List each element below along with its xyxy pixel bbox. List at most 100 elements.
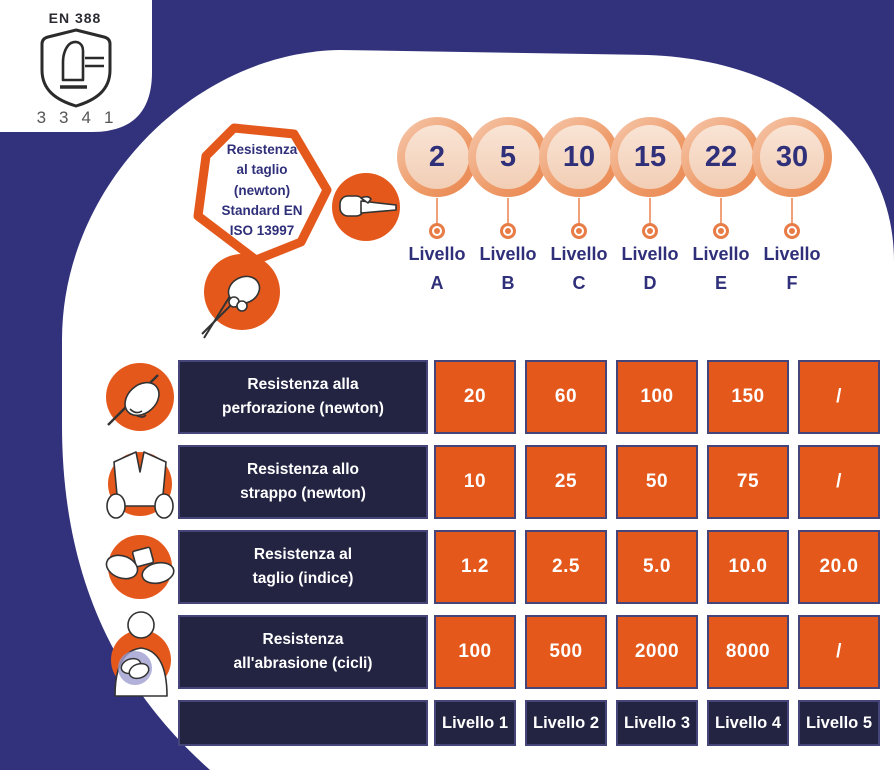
en388-standard-label: EN 388 [48,10,102,26]
level-dot [784,223,800,239]
value-cell: 150 [707,360,789,434]
table-row-label-perforation: Resistenza alla perforazione (newton) [178,360,428,434]
level-dot [713,223,729,239]
value-cell: / [798,445,880,519]
level-word: Livello [621,244,679,264]
table-row-label-tear: Resistenza allo strappo (newton) [178,445,428,519]
callout-text-line: (newton) [233,182,291,198]
label-line: perforazione (newton) [222,400,384,417]
level-stem [720,198,722,223]
cut-resistance-callout: Resistenza al taglio (newton) Standard E… [186,118,338,276]
en388-rating-digit: 4 [81,108,91,127]
value-cell: 100 [434,615,516,689]
label-line: strappo (newton) [240,485,366,502]
label-line: taglio (indice) [252,570,354,587]
cut-test-icon [105,535,175,599]
footer-cell: Livello 1 [434,700,516,746]
label-line: Resistenza allo [247,460,359,478]
perforation-test-icon [106,363,174,431]
value-cell: 2000 [616,615,698,689]
label-line: Resistenza alla [247,375,359,393]
footer-cell: Livello 4 [707,700,789,746]
level-letter: A [430,273,444,293]
en388-rating-digit: 3 [59,108,69,127]
level-word: Livello [692,244,750,264]
level-bubble: 30 [752,117,832,197]
value-cell: 75 [707,445,789,519]
en388-shield-icon [40,28,112,108]
en388-rating-digit: 3 [36,108,47,127]
value-cell: 5.0 [616,530,698,604]
value-cell: 8000 [707,615,789,689]
footer-cell: Livello 2 [525,700,607,746]
pointing-hand-icon [332,173,400,241]
level-dot [500,223,516,239]
level-stem [649,198,651,223]
level-bubble: 15 [610,117,690,197]
value-cell: / [798,615,880,689]
level-letter: B [501,273,515,293]
level-word: Livello [479,244,537,264]
en388-rating-digits: 3 3 4 1 [0,108,150,128]
iso-level-e: 22 Livello E [681,117,761,297]
level-dot [642,223,658,239]
level-dot [571,223,587,239]
level-value: 30 [775,140,809,173]
callout-text: Resistenza al taglio (newton) Standard E… [192,140,332,241]
level-bubble: 5 [468,117,548,197]
level-bubble: 2 [397,117,477,197]
abrasion-test-icon [111,611,171,697]
iso-level-b: 5 Livello B [468,117,548,297]
value-cell: 500 [525,615,607,689]
level-letter: F [786,273,798,293]
level-dot [429,223,445,239]
footer-cell: Livello 5 [798,700,880,746]
value-cell: 20 [434,360,516,434]
level-value: 5 [499,140,517,173]
level-letter: E [714,273,727,293]
value-cell: 25 [525,445,607,519]
level-stem [507,198,509,223]
level-bubble: 10 [539,117,619,197]
iso-level-a: 2 Livello A [397,117,477,297]
value-cell: 50 [616,445,698,519]
value-cell: 1.2 [434,530,516,604]
iso-level-d: 15 Livello D [610,117,690,297]
level-value: 10 [562,140,596,173]
level-letter: D [643,273,657,293]
level-bubble: 22 [681,117,761,197]
value-cell: 60 [525,360,607,434]
level-value: 15 [633,140,667,173]
value-cell: 100 [616,360,698,434]
tear-test-icon [106,451,174,519]
level-word: Livello [763,244,821,264]
table-row-label-cut: Resistenza al taglio (indice) [178,530,428,604]
level-value: 2 [428,140,446,173]
level-word: Livello [550,244,608,264]
footer-empty-cell [178,700,428,746]
level-value: 22 [704,140,738,173]
callout-text-line: Resistenza [226,142,298,157]
value-cell: 20.0 [798,530,880,604]
callout-shape [193,123,332,265]
iso-level-c: 10 Livello C [539,117,619,297]
level-letter: C [572,273,586,293]
callout-text-line: al taglio [236,162,288,178]
level-stem [436,198,438,223]
callout-text-line: Standard EN [221,202,303,218]
level-stem [578,198,580,223]
level-word: Livello [408,244,466,264]
value-cell: 2.5 [525,530,607,604]
label-line: all'abrasione (cicli) [233,655,373,672]
value-cell: 10.0 [707,530,789,604]
callout-text-line: ISO 13997 [229,223,295,238]
table-row-label-abrasion: Resistenza all'abrasione (cicli) [178,615,428,689]
value-cell: / [798,360,880,434]
level-stem [791,198,793,223]
label-line: Resistenza [262,630,344,648]
en388-rating-digit: 1 [103,108,114,127]
scissors-hand-icon [201,254,280,339]
value-cell: 10 [434,445,516,519]
iso-level-f: 30 Livello F [752,117,832,297]
